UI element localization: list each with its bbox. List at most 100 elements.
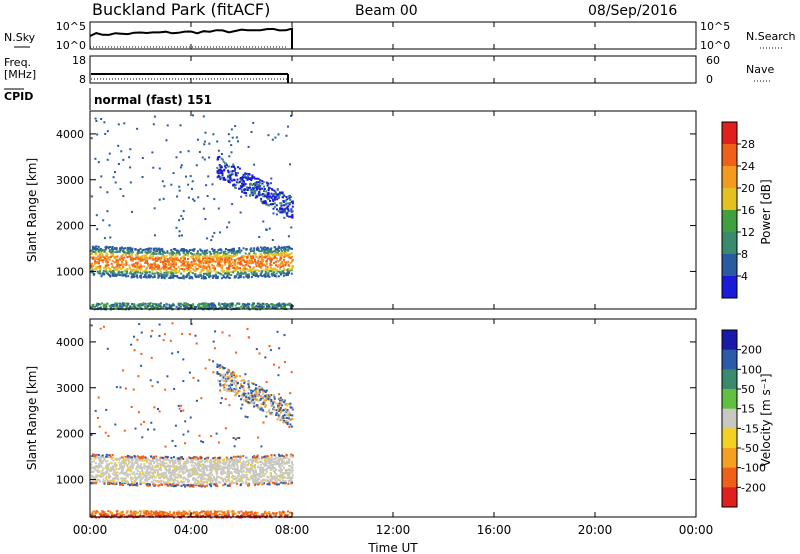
data-cell xyxy=(129,148,132,151)
data-cell xyxy=(291,214,294,217)
data-cell xyxy=(161,249,164,252)
data-cell xyxy=(243,266,246,269)
data-cell xyxy=(263,256,266,259)
data-cell xyxy=(165,476,168,479)
data-cell xyxy=(230,274,233,277)
data-cell xyxy=(173,474,175,477)
data-cell xyxy=(225,270,228,273)
data-cell xyxy=(270,247,273,250)
data-cell xyxy=(272,212,275,215)
data-cell xyxy=(112,456,115,459)
data-cell xyxy=(225,305,228,308)
data-cell xyxy=(284,210,287,213)
data-cell xyxy=(266,479,269,482)
data-cell xyxy=(119,482,121,484)
data-cell xyxy=(131,265,134,268)
data-cell xyxy=(241,182,243,185)
data-cell xyxy=(102,270,105,272)
data-cell xyxy=(204,480,206,483)
data-cell xyxy=(122,258,125,261)
data-cell xyxy=(151,304,154,307)
data-cell xyxy=(134,248,137,251)
data-cell xyxy=(197,138,199,141)
data-cell xyxy=(265,181,268,184)
data-cell xyxy=(226,176,229,179)
data-cell xyxy=(141,272,144,275)
data-cell xyxy=(290,226,293,229)
data-cell xyxy=(266,483,269,486)
data-cell xyxy=(290,476,293,479)
data-cell xyxy=(210,239,213,242)
data-cell xyxy=(260,267,263,270)
data-cell xyxy=(94,253,97,256)
data-cell xyxy=(98,512,101,515)
data-cell xyxy=(163,276,166,279)
data-cell xyxy=(159,456,162,459)
data-cell xyxy=(217,468,220,471)
data-cell xyxy=(226,475,229,478)
data-cell xyxy=(270,182,272,185)
data-cell xyxy=(157,267,160,270)
data-cell xyxy=(276,475,279,477)
data-cell xyxy=(205,267,208,270)
data-cell xyxy=(272,481,274,484)
data-cell xyxy=(179,249,182,252)
data-cell xyxy=(144,305,146,308)
data-cell xyxy=(277,245,280,248)
data-cell xyxy=(156,459,159,462)
data-cell xyxy=(235,181,238,184)
data-cell xyxy=(211,260,214,263)
data-cell xyxy=(257,483,260,486)
data-cell xyxy=(224,272,227,274)
data-cell xyxy=(269,458,272,461)
data-cell xyxy=(165,269,168,272)
data-cell xyxy=(201,471,204,473)
data-cell xyxy=(267,195,270,198)
data-cell xyxy=(90,474,93,477)
data-cell xyxy=(260,250,263,253)
data-cell xyxy=(141,471,144,473)
data-cell xyxy=(153,247,156,250)
data-cell xyxy=(226,474,229,477)
data-cell xyxy=(254,465,256,468)
data-cell xyxy=(232,251,235,254)
data-cell xyxy=(203,158,206,161)
data-cell xyxy=(224,165,227,168)
data-cell xyxy=(90,457,93,460)
data-cell xyxy=(202,469,205,472)
data-cell xyxy=(145,275,148,278)
data-cell xyxy=(197,464,200,467)
data-cell xyxy=(217,249,220,252)
data-cell xyxy=(127,275,130,278)
data-cell xyxy=(107,267,110,269)
data-cell xyxy=(287,254,290,257)
data-cell xyxy=(283,476,286,479)
data-cell xyxy=(208,273,211,276)
data-cell xyxy=(160,256,163,259)
data-cell xyxy=(250,463,253,466)
data-cell xyxy=(218,259,221,262)
data-cell xyxy=(105,271,108,274)
data-cell xyxy=(137,463,140,466)
data-cell xyxy=(184,306,187,309)
data-cell xyxy=(146,258,149,261)
data-cell xyxy=(271,475,274,478)
data-cell xyxy=(211,303,213,306)
data-cell xyxy=(258,194,261,197)
data-cell xyxy=(222,466,225,468)
data-cell xyxy=(113,473,116,476)
data-cell xyxy=(288,215,291,218)
data-cell xyxy=(238,250,240,253)
data-cell xyxy=(154,306,157,309)
data-cell xyxy=(143,474,146,477)
data-cell xyxy=(91,269,94,272)
data-cell xyxy=(188,274,191,277)
data-cell xyxy=(170,270,173,273)
data-cell xyxy=(195,470,198,473)
data-cell xyxy=(112,468,115,470)
data-cell xyxy=(99,303,102,306)
data-cell xyxy=(286,460,289,463)
data-cell xyxy=(252,475,255,478)
data-cell xyxy=(163,464,166,467)
data-cell xyxy=(249,470,252,473)
